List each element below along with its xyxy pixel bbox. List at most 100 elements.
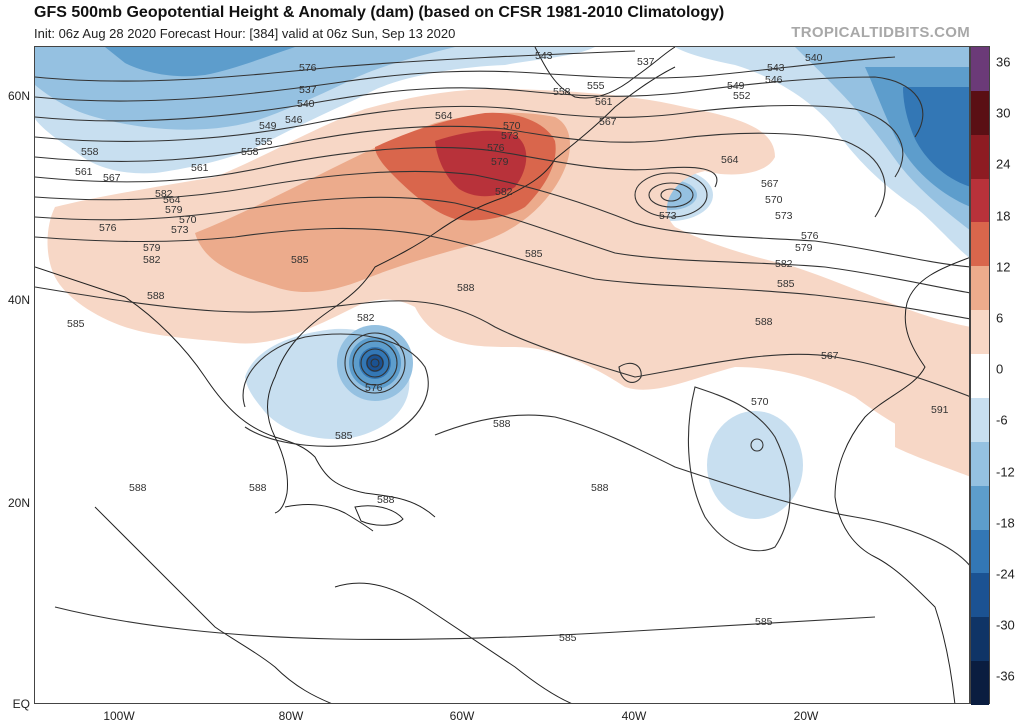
contour-label: 546 [765, 74, 783, 86]
colorbar-segment [971, 222, 989, 267]
map-title: GFS 500mb Geopotential Height & Anomaly … [34, 4, 725, 21]
contour-label: 576 [299, 62, 317, 74]
contour-label: 555 [255, 136, 273, 148]
lat-label-60n: 60N [7, 89, 30, 103]
colorbar-label: -12 [996, 464, 1015, 480]
contour-label: 558 [81, 146, 99, 158]
land-south-america [334, 582, 572, 703]
land-florida [274, 436, 288, 514]
contour-label: 573 [171, 224, 189, 236]
contour-label: 585 [291, 254, 309, 266]
anomaly-positive-main [47, 88, 969, 457]
contour-label: 576 [487, 142, 505, 154]
contour-label: 540 [297, 98, 315, 110]
contour-label: 558 [553, 86, 571, 98]
colorbar-label: -36 [996, 668, 1015, 684]
contour-label: 567 [103, 172, 121, 184]
anomaly-map: 543 537 540 543 546 549 552 555 558 561 … [35, 47, 969, 703]
contour-label: 579 [795, 242, 813, 254]
contour-label: 540 [805, 52, 823, 64]
contour-label: 555 [587, 80, 605, 92]
contour-label: 573 [775, 210, 793, 222]
hurricane-anomaly-4 [366, 354, 384, 372]
land-cuba [284, 504, 374, 532]
contour-label: 588 [377, 494, 395, 506]
contour-label: 567 [599, 116, 617, 128]
contour-label: 543 [535, 50, 553, 62]
lon-label-100w: 100W [103, 709, 135, 723]
colorbar-segment [971, 266, 989, 311]
land-central-america [94, 506, 332, 703]
contour-label: 576 [801, 230, 819, 242]
contour-label: 588 [147, 290, 165, 302]
colorbar-label: 24 [996, 156, 1011, 172]
contour-label: 585 [559, 632, 577, 644]
lon-label-40w: 40W [621, 709, 647, 723]
contour-label: 546 [285, 114, 303, 126]
contour-label: 582 [357, 312, 375, 324]
contour-label: 585 [777, 278, 795, 290]
colorbar-label: -6 [996, 412, 1008, 428]
colorbar-segment [971, 661, 989, 706]
colorbar-segment [971, 397, 989, 443]
colorbar-label: -24 [996, 566, 1015, 582]
colorbar-label: 18 [996, 208, 1011, 224]
contour-label: 564 [163, 194, 181, 206]
contour-label: 561 [595, 96, 613, 108]
contour-label: 570 [765, 194, 783, 206]
colorbar-segment [971, 90, 989, 136]
contour-label: 588 [249, 482, 267, 494]
forecast-info: Init: 06z Aug 28 2020 Forecast Hour: [38… [34, 26, 456, 41]
colorbar-segment [971, 354, 989, 399]
contour-label: 549 [259, 120, 277, 132]
contour-label: 537 [637, 56, 655, 68]
source-watermark: TROPICALTIDBITS.COM [791, 24, 970, 41]
lon-label-80w: 80W [278, 709, 304, 723]
contour-label-group: 543 537 540 543 546 549 552 555 558 561 … [67, 50, 949, 644]
lat-label-eq: EQ [12, 697, 30, 711]
contour-label: 576 [365, 382, 383, 394]
lat-label-40n: 40N [7, 293, 30, 307]
contour-label: 588 [493, 418, 511, 430]
colorbar [970, 46, 990, 706]
land-north-america [35, 66, 676, 518]
contour-label: 564 [435, 110, 453, 122]
contour-label: 537 [299, 84, 317, 96]
map-panel[interactable]: 543 537 540 543 546 549 552 555 558 561 … [34, 46, 970, 704]
contour-label: 558 [241, 146, 259, 158]
contour-label: 588 [129, 482, 147, 494]
colorbar-segment [971, 134, 989, 180]
colorbar-segment [971, 485, 989, 531]
contour-label: 582 [775, 258, 793, 270]
colorbar-segment [971, 529, 989, 574]
colorbar-segment [971, 310, 989, 355]
colorbar-label: 12 [996, 259, 1011, 275]
colorbar-label: 30 [996, 105, 1011, 121]
contour-label: 579 [165, 204, 183, 216]
colorbar-segment [971, 573, 989, 618]
colorbar-label: -18 [996, 515, 1015, 531]
contour-label: 579 [491, 156, 509, 168]
contour-label: 564 [721, 154, 739, 166]
colorbar-segment [971, 617, 989, 662]
contour-label: 543 [767, 62, 785, 74]
anomaly-negative-europe-4 [903, 87, 969, 187]
contour-label: 588 [591, 482, 609, 494]
contour-label: 585 [755, 616, 773, 628]
contour-label: 588 [755, 316, 773, 328]
contour-label: 588 [457, 282, 475, 294]
contour-label: 570 [503, 120, 521, 132]
contour-label: 582 [143, 254, 161, 266]
contour-label: 567 [761, 178, 779, 190]
contour-label: 585 [525, 248, 543, 260]
height-contours [35, 50, 969, 641]
contour-label: 570 [179, 214, 197, 226]
colorbar-segment [971, 178, 989, 223]
contour-label: 549 [727, 80, 745, 92]
contour-label: 561 [191, 162, 209, 174]
contour-label: 582 [495, 186, 513, 198]
lon-label-60w: 60W [449, 709, 475, 723]
colorbar-label: 36 [996, 54, 1011, 70]
anomaly-negative-subtropical [707, 411, 803, 519]
anomaly-negative-north-core [105, 47, 295, 77]
